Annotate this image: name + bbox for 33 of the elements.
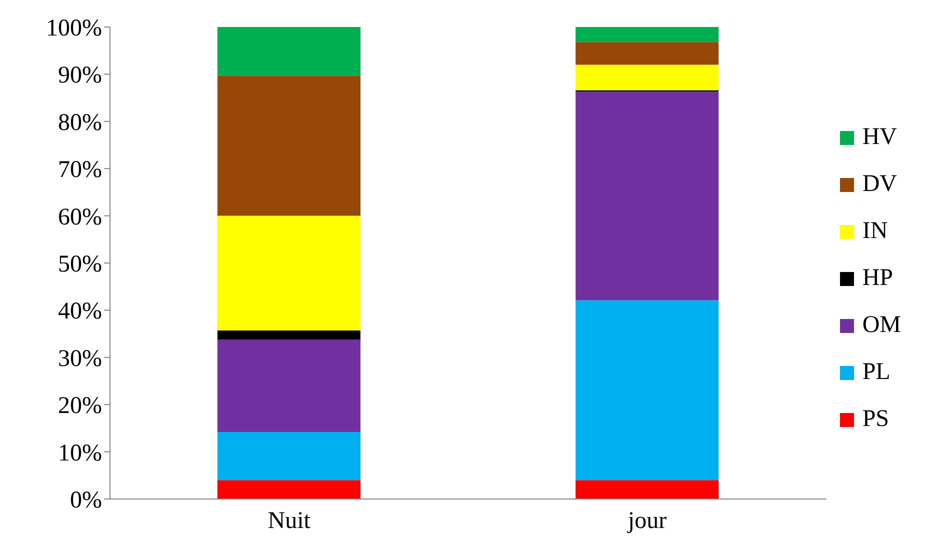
bar [576, 92, 719, 300]
bar [576, 480, 719, 499]
bar [576, 42, 719, 65]
bar [576, 300, 719, 480]
bar [217, 480, 360, 499]
y-tick-label: 30% [58, 346, 102, 372]
y-tick-label: 90% [58, 62, 102, 89]
x-tick-label: jour [626, 508, 667, 534]
y-tick-label: 80% [58, 110, 102, 136]
bar [576, 27, 719, 42]
y-tick-label: 0% [70, 488, 102, 514]
legend-label: DV [862, 171, 897, 198]
bar [217, 216, 360, 330]
y-tick-label: 40% [58, 298, 102, 325]
bar [217, 330, 360, 340]
bar [217, 27, 360, 76]
y-tick-label: 20% [58, 393, 102, 420]
legend-label: HP [862, 265, 894, 292]
y-tick-label: 60% [58, 204, 102, 230]
y-tick-label: 10% [58, 440, 102, 466]
bar [576, 64, 719, 90]
bar [217, 432, 360, 480]
legend-label: HV [862, 124, 897, 151]
x-tick-label: Nuit [268, 508, 311, 534]
legend-label: IN [862, 218, 888, 245]
y-tick-label: 70% [58, 157, 102, 184]
legend-label: PL [862, 359, 890, 386]
y-tick-label: 100% [46, 16, 102, 42]
legend-label: PS [862, 406, 890, 433]
bar [217, 76, 360, 216]
y-tick-label: 50% [58, 252, 102, 278]
legend-label: OM [862, 312, 901, 339]
bar [217, 339, 360, 432]
